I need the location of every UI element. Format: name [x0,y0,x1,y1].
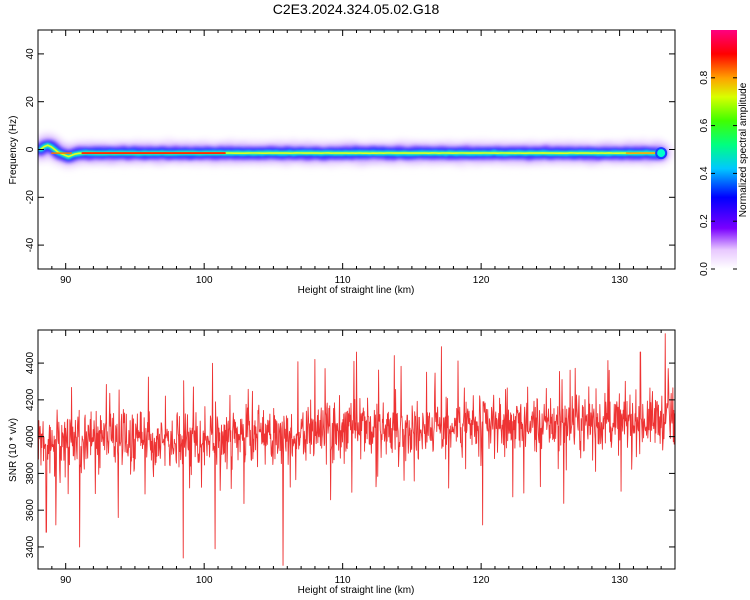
snr-y-axis-label: SNR (10 * v/v) [8,418,19,482]
y-tick-label: 4000 [25,425,36,448]
y-tick-label: 20 [25,96,36,108]
ridge-end-marker [655,147,668,160]
colorbar-tick-label: 0.0 [699,262,710,276]
x-tick-label: 100 [196,575,213,586]
snr-y-ticks: 3400 3600 3800 4000 4200 4400 [25,352,675,558]
x-tick-label: 90 [60,575,72,586]
x-tick-label: 130 [611,575,628,586]
colorbar-gradient [711,30,737,269]
colorbar-tick-label: 0.2 [699,214,710,228]
y-tick-label: -40 [25,237,36,252]
snr-x-axis-label: Height of straight line (km) [298,585,415,596]
y-tick-label: 40 [25,48,36,60]
x-tick-label: 100 [196,275,213,286]
colorbar-label: Normalized spectral amplitude [738,82,749,217]
y-tick-label: 4400 [25,352,36,375]
colorbar-ticks: 0.0 0.2 0.4 0.6 0.8 [699,70,737,276]
spectrogram-x-axis-label: Height of straight line (km) [298,285,415,296]
spectrogram-panel: 90 100 110 120 130 -40 -20 0 20 40 Height of str… [8,29,676,296]
spectrogram-x-ticks: 90 100 110 120 130 [37,30,676,286]
snr-series-line [38,333,675,566]
x-tick-label: 110 [335,575,351,586]
y-tick-label: 4200 [25,388,36,411]
colorbar-tick-label: 0.8 [699,70,710,84]
spectrogram-y-ticks: -40 -20 0 20 40 [25,48,675,252]
colorbar: 0.0 0.2 0.4 0.6 0.8 Normalized spectral ampl… [699,30,749,276]
snr-panel: 90 100 110 120 130 340036003800400042004400 … [8,329,676,596]
spectrogram-y-axis-label: Frequency (Hz) [8,116,19,185]
y-tick-label: 3400 [25,535,36,558]
colorbar-tick-label: 0.6 [699,118,710,132]
x-tick-label: 120 [473,575,490,586]
x-tick-label: 90 [60,275,72,286]
y-tick-label: 3800 [25,462,36,485]
x-tick-label: 120 [473,275,490,286]
figure-title: C2E3.2024.324.05.02.G18 [273,1,440,17]
snr-plot-area [38,333,675,566]
y-tick-label: 3600 [25,499,36,522]
colorbar-tick-label: 0.4 [699,166,710,180]
y-tick-label: 0 [25,146,36,152]
spectrogram-image [38,132,673,170]
x-tick-label: 130 [611,275,628,286]
snr-x-ticks: 90 100 110 120 130 [37,330,676,586]
y-tick-label: -20 [25,190,36,205]
x-tick-label: 110 [335,275,351,286]
